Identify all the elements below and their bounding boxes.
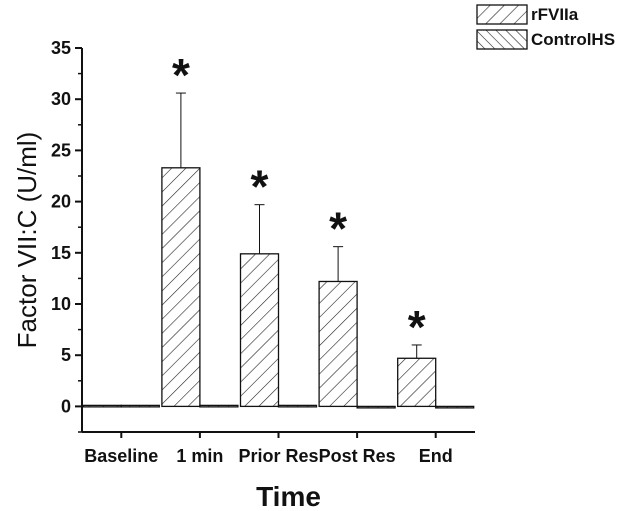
- x-tick-label: Post Res: [319, 446, 396, 466]
- bar-rfviia: [239, 253, 280, 408]
- axes: 0 5 10 15 20 25 30 35 Baseline 1 min Prior Res Post…: [51, 38, 475, 466]
- y-tick-label: 35: [51, 38, 71, 58]
- bar-controlhs: [120, 404, 160, 408]
- y-axis-title: Factor VII:C (U/ml): [12, 132, 42, 349]
- y-tick-label: 20: [51, 192, 71, 212]
- x-tick-label: Baseline: [84, 446, 158, 466]
- x-tick-label: 1 min: [176, 446, 223, 466]
- legend-label-controlhs: ControlHS: [531, 30, 615, 49]
- y-tick-label: 10: [51, 294, 71, 314]
- bars: [82, 92, 475, 409]
- legend: rFVIIa ControlHS: [476, 4, 615, 50]
- x-tick-label: End: [419, 446, 453, 466]
- labels: * * * * Factor VII:C (U/ml) Time: [12, 49, 426, 511]
- significance-marker: *: [172, 49, 190, 101]
- significance-marker: *: [408, 301, 426, 353]
- legend-swatch-controlhs: [476, 29, 528, 50]
- y-tick-label: 5: [61, 345, 71, 365]
- legend-swatch-rfviia: [476, 4, 528, 25]
- y-tick-label: 30: [51, 89, 71, 109]
- x-axis-title: Time: [256, 481, 321, 511]
- x-tick-label: Prior Res: [238, 446, 318, 466]
- bar-controlhs: [199, 404, 239, 408]
- bar-rfviia: [161, 167, 201, 408]
- y-tick-label: 25: [51, 140, 71, 160]
- bar-rfviia: [397, 357, 437, 408]
- y-tick-label: 15: [51, 243, 71, 263]
- significance-marker: *: [329, 203, 347, 255]
- bar-rfviia: [82, 404, 122, 408]
- y-tick-label: 0: [61, 396, 71, 416]
- bar-controlhs: [277, 404, 318, 408]
- bar-controlhs: [356, 405, 396, 409]
- significance-marker: *: [251, 161, 269, 213]
- legend-label-rfviia: rFVIIa: [531, 5, 579, 24]
- bar-controlhs: [435, 405, 475, 409]
- bar-rfviia: [318, 280, 358, 408]
